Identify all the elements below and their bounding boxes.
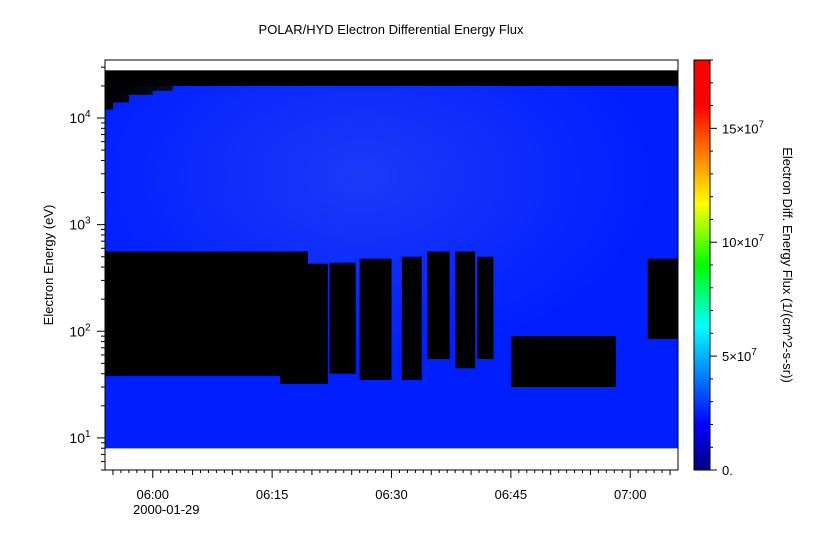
y-tick-label: 103: [69, 216, 91, 233]
x-tick-label: 06:00: [136, 487, 169, 502]
data-gap-9: [647, 258, 678, 339]
y-axis: 101 102 103 104: [69, 66, 105, 471]
colorbar-tick-label: 10×107: [722, 233, 765, 250]
data-gap-0: [105, 251, 308, 377]
x-axis: 06:00 06:15 06:30 06:45 07:00: [112, 470, 671, 502]
y-tick-label: 104: [69, 109, 91, 126]
y-tick-label: 102: [69, 322, 91, 339]
colorbar-axis: 0. 5×107 10×107 15×107: [710, 59, 765, 478]
x-tick-label: 06:45: [495, 487, 528, 502]
data-gap-3: [359, 258, 392, 380]
y-axis-label: Electron Energy (eV): [41, 205, 56, 326]
colorbar-tick-label: 15×107: [722, 119, 765, 136]
y-tick-label: 101: [69, 429, 91, 446]
chart-title: POLAR/HYD Electron Differential Energy F…: [259, 22, 524, 37]
data-gap-4: [401, 256, 422, 380]
colorbar-tick-label: 5×107: [722, 347, 757, 364]
colorbar-tick-label: 0.: [722, 463, 733, 478]
colorbar: [693, 59, 711, 471]
data-gap-1: [280, 263, 328, 385]
plot-area: [105, 70, 678, 449]
colorbar-label: Electron Diff. Energy Flux (1/(cm^2-s-sr…: [780, 147, 795, 383]
x-tick-label: 06:15: [256, 487, 289, 502]
data-gap-6: [455, 251, 476, 369]
data-gap-2: [329, 262, 356, 374]
data-gap-7: [477, 256, 494, 359]
x-tick-label: 07:00: [614, 487, 647, 502]
data-gap-5: [427, 251, 450, 359]
x-date-label: 2000-01-29: [133, 502, 200, 517]
data-gap-8: [510, 336, 616, 388]
x-tick-label: 06:30: [375, 487, 408, 502]
